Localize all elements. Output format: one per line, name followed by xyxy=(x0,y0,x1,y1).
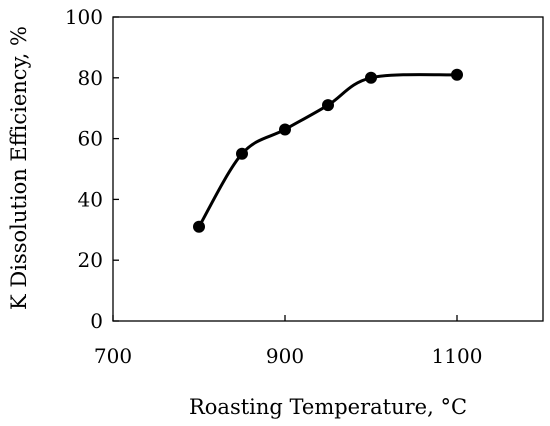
data-point xyxy=(451,68,463,81)
x-axis-title: Roasting Temperature, °C xyxy=(189,395,467,419)
data-point xyxy=(193,220,205,233)
data-point xyxy=(322,99,334,112)
y-tick-label: 40 xyxy=(78,187,103,211)
data-point xyxy=(365,71,377,84)
data-point xyxy=(279,123,291,136)
y-tick-label: 20 xyxy=(78,248,103,272)
y-tick-label: 0 xyxy=(90,309,103,333)
plot-area-frame xyxy=(112,16,544,322)
x-tick-label: 700 xyxy=(94,344,132,368)
y-tick-label: 100 xyxy=(65,5,103,29)
y-tick-label: 80 xyxy=(78,66,103,90)
y-axis-title: K Dissolution Efficiency, % xyxy=(7,26,31,310)
data-point xyxy=(236,147,248,160)
x-tick-label: 1100 xyxy=(432,344,483,368)
y-tick-label: 60 xyxy=(78,127,103,151)
series-line xyxy=(197,73,458,228)
x-tick-label: 900 xyxy=(266,344,304,368)
